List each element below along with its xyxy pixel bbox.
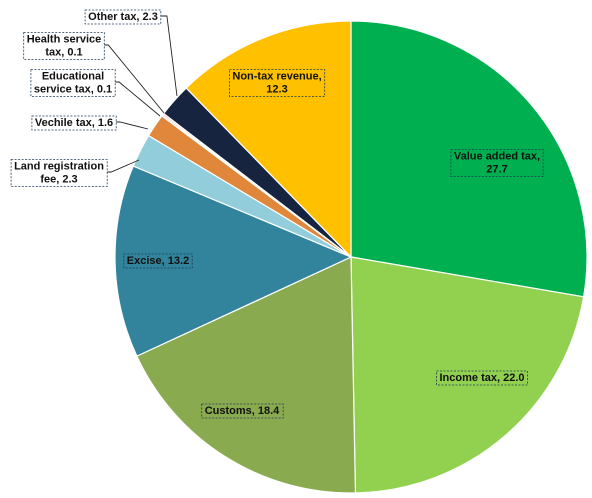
data-label-non-tax-revenue: Non-tax revenue, 12.3	[228, 69, 326, 97]
data-label-box	[30, 69, 116, 97]
data-label-text: Non-tax revenue, 12.3	[232, 71, 321, 96]
data-label-text: Land registration fee, 2.3	[14, 161, 104, 186]
data-label-text: Excise, 13.2	[127, 255, 189, 267]
slices-layer	[114, 20, 588, 494]
data-label-vechile-tax: Vechile tax, 1.6	[31, 115, 117, 131]
data-label-text: Vechile tax, 1.6	[35, 117, 113, 129]
leader-line-vechile-tax	[116, 121, 149, 130]
leader-line-health-service-tax	[104, 44, 165, 114]
data-label-box	[23, 32, 105, 60]
data-label-land-registration-fee: Land registration fee, 2.3	[10, 159, 108, 187]
data-label-text: Income tax, 22.0	[440, 372, 525, 384]
data-label-educational-service-tax: Educational service tax, 0.1	[30, 69, 116, 97]
data-label-health-service-tax: Health service tax, 0.1	[23, 32, 105, 60]
data-labels-layer: Value added tax, 27.7 Income tax, 22.0 Cust…	[10, 9, 544, 419]
data-label-box	[201, 403, 284, 419]
data-label-income-tax: Income tax, 22.0	[436, 370, 528, 386]
pie-slice-value-added-tax	[350, 20, 588, 298]
data-label-text: Health service tax, 0.1	[27, 34, 102, 59]
data-label-text: Educational service tax, 0.1	[34, 71, 112, 96]
data-label-box	[228, 69, 326, 97]
leader-lines-layer	[104, 15, 178, 173]
data-label-other-tax: Other tax, 2.3	[84, 9, 162, 25]
pie-slice-non-tax-revenue	[185, 20, 352, 259]
data-label-text: Value added tax, 27.7	[454, 151, 540, 176]
data-label-customs: Customs, 18.4	[201, 403, 284, 419]
data-label-text: Customs, 18.4	[205, 405, 280, 417]
data-label-excise: Excise, 13.2	[123, 253, 193, 269]
data-label-text: Other tax, 2.3	[88, 11, 158, 23]
pie-slice-income-tax	[350, 256, 585, 494]
leader-line-land-registration-fee	[107, 159, 140, 173]
data-label-box	[84, 9, 162, 25]
data-label-box	[10, 159, 108, 187]
leader-line-other-tax	[160, 15, 178, 97]
data-label-box	[436, 370, 528, 386]
data-label-box	[31, 115, 117, 131]
leader-line-educational-service-tax	[115, 81, 161, 117]
data-label-value-added-tax: Value added tax, 27.7	[450, 149, 544, 177]
data-label-box	[123, 253, 193, 269]
data-label-box	[450, 149, 544, 177]
pie-slice-excise	[114, 165, 353, 357]
pie-slice-customs	[136, 256, 357, 494]
